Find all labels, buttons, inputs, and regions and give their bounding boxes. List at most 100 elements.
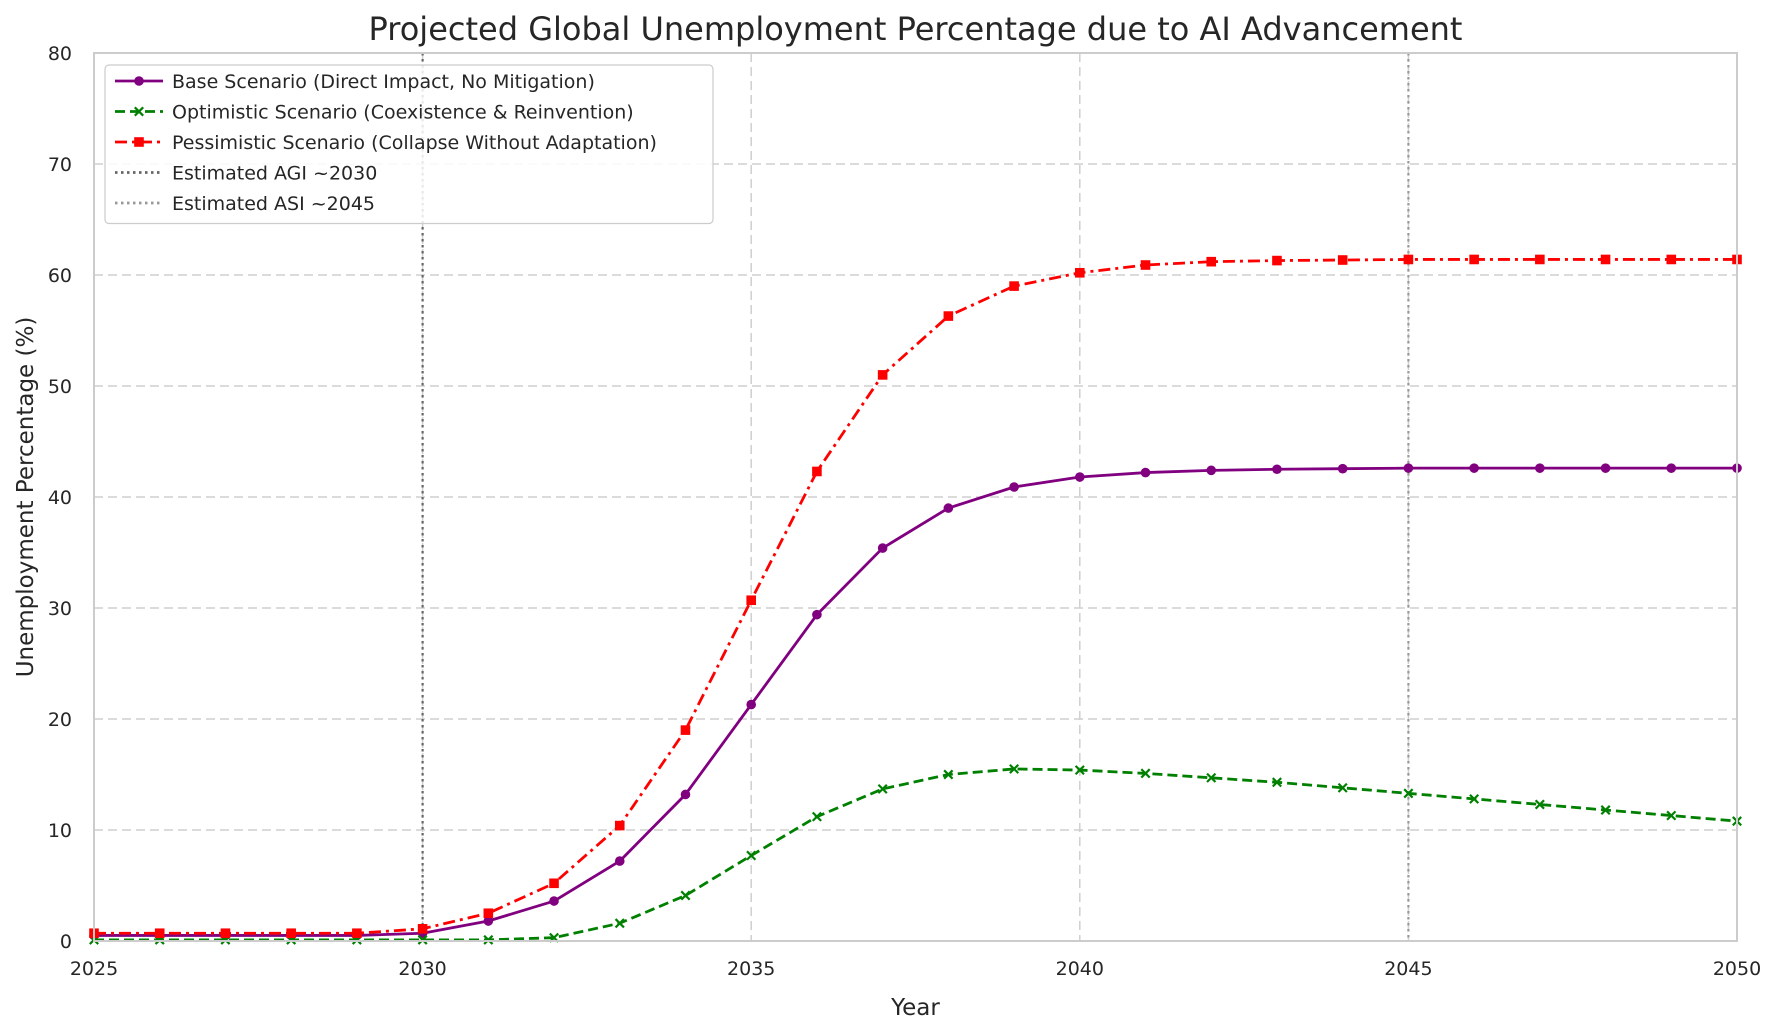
- data-point: [220, 928, 231, 939]
- data-point: [1206, 256, 1217, 267]
- data-point: [614, 856, 625, 866]
- data-point: [614, 820, 625, 831]
- data-series: [89, 463, 1742, 941]
- legend-box: [104, 64, 714, 225]
- x-tick-label: 2035: [727, 958, 775, 980]
- data-point: [746, 699, 756, 710]
- series-line: [94, 258, 1737, 935]
- data-point: [943, 769, 954, 780]
- data-point: [134, 106, 144, 117]
- data-point: [877, 370, 888, 380]
- data-point: [1075, 472, 1085, 482]
- data-point: [483, 908, 494, 919]
- data-series: [89, 254, 1742, 939]
- data-point: [1009, 763, 1020, 774]
- data-point-stroke: [1534, 799, 1545, 810]
- data-point: [811, 811, 822, 822]
- data-point: [614, 918, 625, 929]
- data-point-stroke: [1469, 793, 1480, 804]
- data-point-stroke: [1206, 772, 1217, 783]
- data-point: [286, 928, 296, 939]
- data-point-stroke: [1074, 765, 1085, 776]
- data-point: [134, 76, 144, 86]
- series-line: [94, 767, 1738, 942]
- series-line: [94, 466, 1737, 937]
- legend-label: Pessimistic Scenario (Collapse Without A…: [172, 132, 657, 154]
- y-axis-title: Unemployment Percentage (%): [13, 317, 39, 678]
- data-point: [1009, 482, 1019, 492]
- data-point-stroke: [746, 850, 757, 861]
- data-point: [1666, 810, 1677, 821]
- y-tick-label: 0: [60, 931, 72, 953]
- y-tick-label: 70: [48, 154, 72, 176]
- data-point: [877, 543, 888, 553]
- data-point-stroke: [614, 918, 625, 929]
- data-point: [1535, 254, 1545, 265]
- legend: Base Scenario (Direct Impact, No Mitigat…: [104, 64, 714, 225]
- data-point: [1337, 782, 1348, 793]
- data-point-stroke: [1337, 782, 1348, 793]
- x-tick-label: 2045: [1384, 958, 1432, 980]
- data-point: [1666, 463, 1677, 473]
- legend-label: Optimistic Scenario (Coexistence & Reinv…: [172, 102, 634, 124]
- data-point: [1206, 772, 1217, 783]
- data-point: [1009, 281, 1019, 291]
- x-tick-label: 2030: [398, 958, 446, 980]
- data-point-stroke: [680, 890, 691, 901]
- data-point: [1534, 799, 1545, 810]
- data-point: [1140, 260, 1151, 270]
- data-point: [417, 923, 428, 934]
- data-point-stroke: [417, 934, 428, 945]
- data-point-stroke: [877, 783, 888, 794]
- data-point: [549, 896, 559, 906]
- data-point: [943, 503, 954, 513]
- data-point: [417, 934, 428, 945]
- data-point: [1206, 465, 1217, 476]
- x-tick-label: 2025: [70, 958, 118, 980]
- series-lines: [89, 254, 1742, 945]
- x-axis-title: Year: [890, 995, 940, 1021]
- data-point: [680, 725, 691, 735]
- data-point: [1600, 463, 1611, 473]
- x-tick-label: 2050: [1713, 958, 1761, 980]
- data-point: [1403, 254, 1414, 265]
- data-point-stroke: [1403, 788, 1414, 799]
- data-point: [1600, 805, 1611, 815]
- legend-entry: Estimated ASI ~2045: [115, 193, 375, 215]
- data-point-stroke: [1271, 777, 1282, 788]
- data-point-stroke: [1600, 805, 1611, 815]
- data-point-stroke: [943, 769, 954, 780]
- data-point: [134, 137, 144, 147]
- data-point: [877, 783, 888, 794]
- legend-entry: Estimated AGI ~2030: [115, 163, 377, 185]
- legend-entry: Optimistic Scenario (Coexistence & Reinv…: [115, 102, 634, 124]
- data-point: [1666, 254, 1677, 265]
- data-point: [483, 916, 494, 926]
- data-point: [1140, 467, 1151, 478]
- data-point-stroke: [1140, 768, 1151, 779]
- legend-entry: Base Scenario (Direct Impact, No Mitigat…: [115, 71, 595, 93]
- data-point: [1271, 777, 1282, 788]
- data-point: [154, 928, 165, 939]
- data-point: [1272, 255, 1282, 266]
- y-tick-label: 20: [48, 709, 72, 731]
- data-point: [812, 466, 822, 477]
- data-point: [483, 934, 494, 945]
- data-point-stroke: [483, 934, 494, 945]
- y-tick-label: 40: [48, 487, 72, 509]
- y-tick-label: 80: [48, 43, 72, 65]
- x-tick-label: 2040: [1056, 958, 1104, 980]
- data-point: [1403, 463, 1414, 473]
- y-tick-label: 30: [48, 598, 72, 620]
- data-point: [1074, 765, 1085, 776]
- plot-frame: [93, 52, 1738, 942]
- data-point: [1535, 463, 1545, 473]
- data-point: [943, 311, 954, 321]
- data-point: [1140, 768, 1151, 779]
- data-point: [1337, 463, 1348, 474]
- data-point: [1272, 464, 1282, 475]
- y-tick-label: 60: [48, 265, 72, 287]
- data-point: [549, 878, 559, 889]
